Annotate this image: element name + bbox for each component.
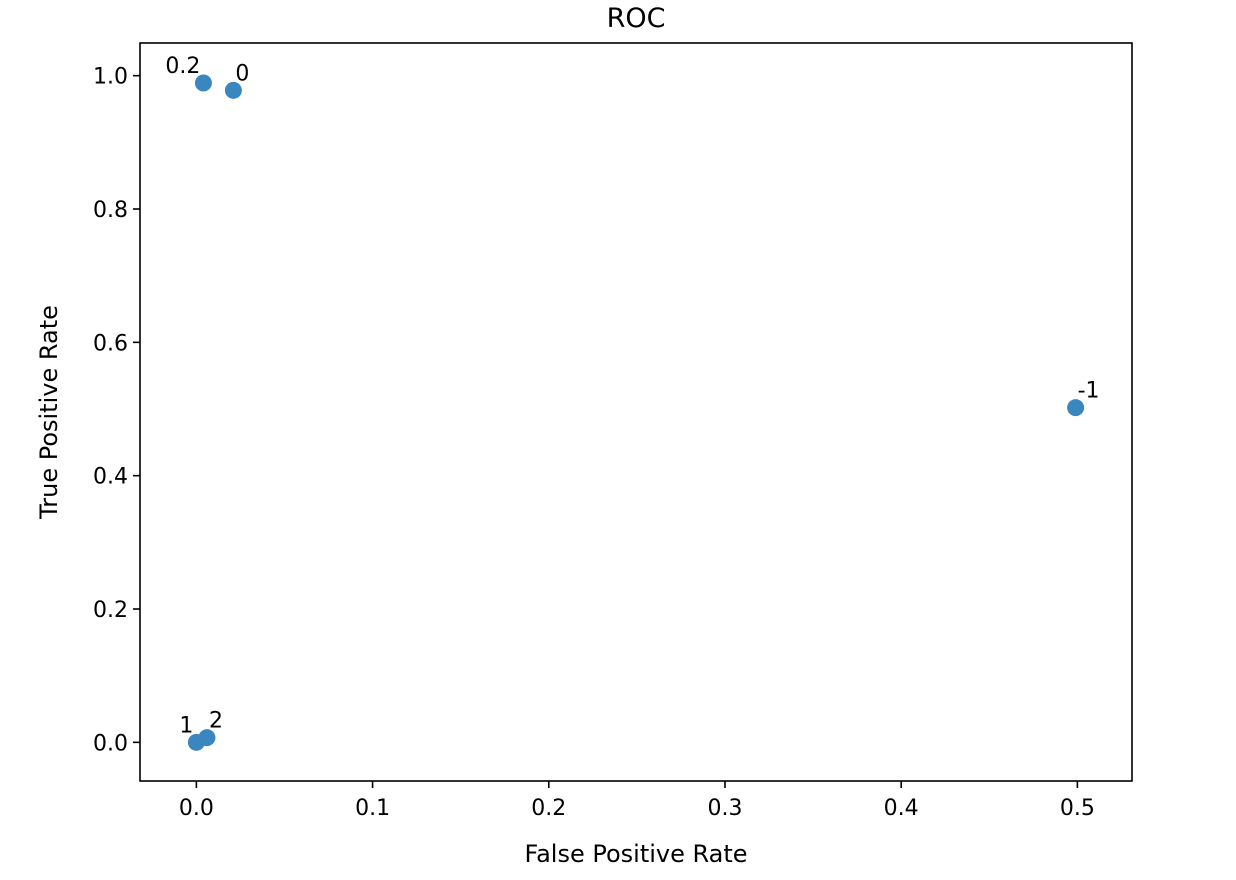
y-tick-label: 1.0 [93, 65, 128, 90]
scatter-point [198, 729, 216, 747]
y-tick-label: 0.2 [93, 598, 128, 623]
x-axis: 0.0 0.1 0.2 0.3 0.4 0.5 [179, 781, 1095, 821]
point-label: 0 [235, 61, 249, 86]
scatter-point [1067, 399, 1085, 417]
x-tick-label: 0.5 [1060, 796, 1095, 821]
y-tick-label: 0.8 [93, 198, 128, 223]
point-label: 1 [179, 713, 193, 738]
chart-title: ROC [607, 3, 666, 34]
y-axis-label: True Positive Rate [35, 305, 63, 520]
x-tick-label: 0.2 [531, 796, 566, 821]
scatter-series: 0.2 0 -1 1 2 [165, 54, 1100, 751]
x-tick-label: 0.4 [884, 796, 919, 821]
scatter-point [224, 81, 242, 99]
y-tick-label: 0.4 [93, 465, 128, 490]
x-axis-label: False Positive Rate [524, 840, 747, 868]
point-label: -1 [1078, 379, 1100, 404]
y-tick-label: 0.6 [93, 331, 128, 356]
point-label: 2 [209, 709, 223, 734]
y-tick-label: 0.0 [93, 731, 128, 756]
x-tick-label: 0.0 [179, 796, 214, 821]
point-label: 0.2 [165, 54, 200, 79]
scatter-point [194, 74, 212, 92]
plot-area-frame [139, 42, 1133, 782]
y-axis: 0.0 0.2 0.4 0.6 0.8 1.0 [93, 65, 140, 756]
x-tick-label: 0.1 [355, 796, 390, 821]
x-tick-label: 0.3 [707, 796, 742, 821]
